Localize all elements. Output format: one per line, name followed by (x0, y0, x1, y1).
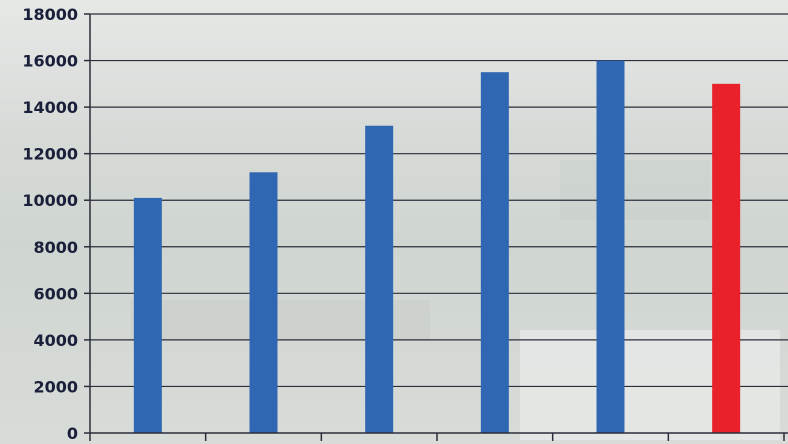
bar-3 (365, 125, 394, 433)
y-tick-label: 0 (67, 424, 78, 443)
bars (133, 60, 741, 434)
tick-labels: 0 2000 4000 6000 8000 10000 12000 14000 16000 180… (22, 5, 78, 443)
axes (84, 13, 788, 441)
y-tick-label: 16000 (22, 52, 78, 71)
bar-5 (596, 60, 625, 434)
y-tick-label: 12000 (22, 145, 78, 164)
y-tick-label: 10000 (22, 191, 78, 210)
gridlines (90, 13, 788, 388)
bar-1 (133, 197, 162, 433)
bar-2 (249, 172, 278, 434)
y-tick-label: 18000 (22, 5, 78, 24)
y-tick-label: 8000 (33, 238, 78, 257)
y-tick-label: 4000 (33, 331, 78, 350)
y-tick-label: 14000 (22, 98, 78, 117)
y-tick-label: 6000 (33, 284, 78, 303)
background-decoration (130, 160, 780, 440)
y-tick-label: 2000 (33, 377, 78, 396)
bar-4 (480, 72, 509, 433)
bar-6 (712, 83, 741, 433)
